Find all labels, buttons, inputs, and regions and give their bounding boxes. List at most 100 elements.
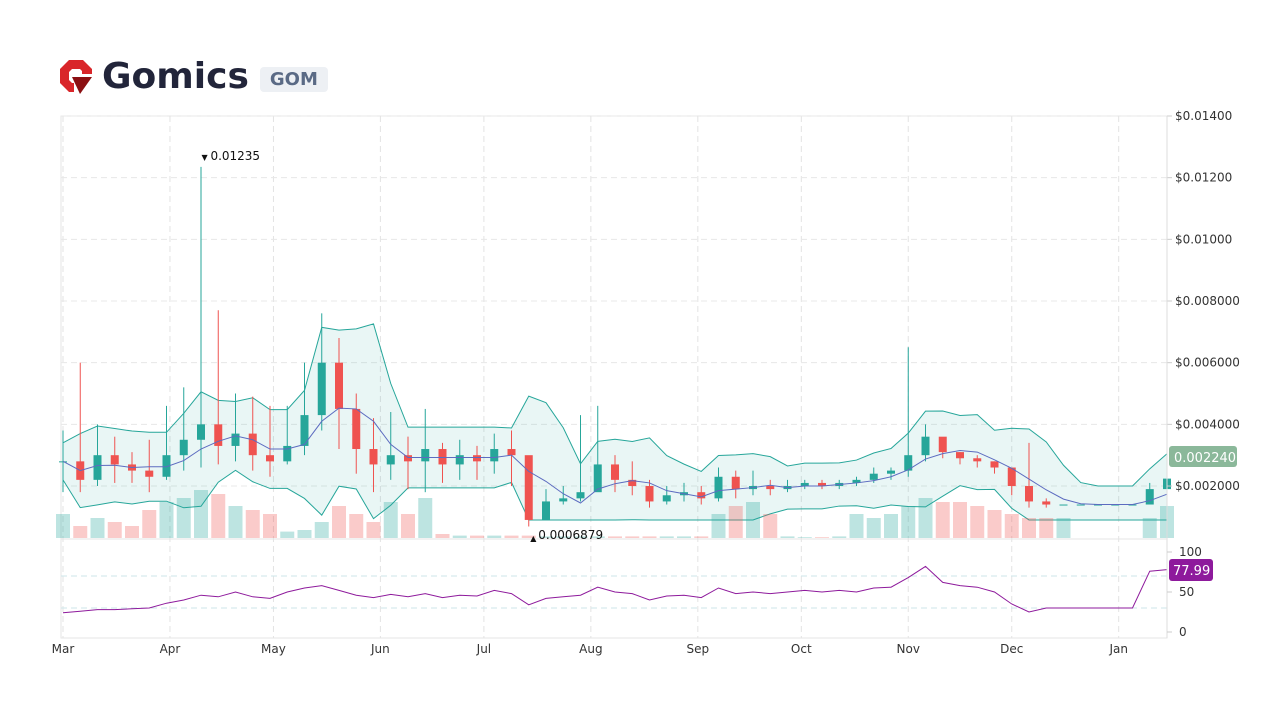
- last-price-label: 0.002240: [1174, 451, 1236, 466]
- volume-bar: [694, 536, 709, 538]
- candle-body: [731, 476, 740, 490]
- rsi-tick-label: 0: [1179, 625, 1187, 639]
- candle-body: [369, 449, 378, 465]
- volume-bar: [659, 536, 674, 538]
- volume-bar: [642, 536, 657, 538]
- volume-bar: [539, 536, 553, 538]
- candle-body: [421, 449, 430, 462]
- candle-body: [352, 408, 361, 450]
- last-rsi-label: 77.99: [1173, 564, 1210, 579]
- volume-bar: [1039, 518, 1054, 538]
- candle-body: [507, 449, 516, 456]
- volume-bar: [625, 536, 640, 538]
- volume-bar: [176, 498, 191, 538]
- volume-bar: [418, 498, 433, 538]
- volume-bar: [470, 535, 484, 538]
- volume-bar: [56, 514, 70, 538]
- volume-bar: [142, 510, 157, 538]
- ticker-badge: GOM: [259, 67, 328, 92]
- volume-bar: [401, 514, 415, 538]
- last-price-tag-background: [1169, 446, 1237, 467]
- max-marker-icon: ▼: [201, 153, 208, 162]
- candle-body: [300, 415, 309, 446]
- volume-bar: [780, 536, 795, 538]
- volume-bar: [556, 536, 571, 538]
- candle-body: [455, 455, 464, 465]
- candle-body: [1025, 486, 1033, 502]
- x-tick-label: Oct: [791, 642, 812, 656]
- volume-bar: [521, 535, 536, 538]
- candle-body: [266, 455, 274, 462]
- volume-bar: [608, 536, 622, 538]
- candle-body: [990, 461, 999, 468]
- candle-body: [386, 455, 395, 465]
- candle-body: [438, 449, 447, 465]
- moving-average: [62, 407, 1168, 506]
- candle-body: [714, 476, 723, 499]
- volume-bar: [263, 514, 277, 538]
- candle-body: [576, 492, 585, 499]
- y-tick-label: $0.01000: [1175, 232, 1232, 246]
- volume-bar: [884, 514, 898, 538]
- volume-bar: [366, 522, 381, 538]
- candle-body: [973, 458, 982, 462]
- band-upper: [62, 323, 1168, 487]
- volume-bar: [194, 490, 208, 538]
- volume-bar: [935, 502, 950, 538]
- x-tick-label: Jul: [476, 642, 491, 656]
- volume-bar: [573, 536, 588, 538]
- volume-bar: [280, 531, 295, 538]
- annotations: 0.01235 0.0006879 ▼ ▲: [201, 149, 603, 543]
- candle-body: [628, 479, 637, 487]
- y-tick-label: $0.008000: [1175, 294, 1240, 308]
- volume-bar: [297, 530, 312, 538]
- volume-bar: [332, 506, 346, 538]
- candle-body: [524, 455, 533, 520]
- volume-bar: [590, 536, 605, 538]
- candle-body: [490, 449, 499, 462]
- candle-body: [904, 455, 913, 471]
- volume-bar: [211, 494, 226, 538]
- volume-bar: [349, 514, 364, 538]
- candle-body: [317, 362, 326, 416]
- volume-bar: [245, 510, 260, 538]
- candle-body: [179, 439, 188, 456]
- volume-bar: [504, 535, 519, 538]
- candle-body: [800, 482, 809, 487]
- volume-bar: [314, 522, 329, 538]
- volume-bar: [452, 535, 467, 538]
- volume-bar: [746, 502, 760, 538]
- candle-body: [852, 479, 861, 483]
- volume-bar: [953, 502, 967, 538]
- volume-bar: [228, 506, 243, 538]
- volume-bar: [125, 526, 139, 538]
- candle-body: [1042, 501, 1051, 505]
- candle-body: [938, 436, 947, 453]
- candle-body: [231, 433, 240, 446]
- volume-bar: [1142, 518, 1157, 538]
- volume-bar: [1056, 518, 1071, 538]
- y-tick-label: $0.006000: [1175, 356, 1240, 370]
- gomics-logo-icon: [60, 59, 92, 94]
- candle-body: [404, 455, 412, 462]
- band-lower: [62, 469, 1167, 521]
- axes: Mar Apr May Jun Jul Aug Sep Oct Nov Dec Jan $0.0140…: [52, 109, 1240, 656]
- volume-bar: [797, 537, 812, 538]
- candle-body: [283, 445, 292, 462]
- last-rsi-tag-background: [1169, 559, 1213, 581]
- volume-bar: [487, 535, 502, 538]
- candle-body: [818, 482, 826, 487]
- y-tick-label: $0.004000: [1175, 417, 1240, 431]
- x-tick-label: Apr: [160, 642, 181, 656]
- x-tick-label: Sep: [686, 642, 709, 656]
- volume-bar: [815, 537, 829, 538]
- volume-bar: [159, 502, 174, 538]
- last-rsi-tag: 77.99: [1169, 559, 1213, 581]
- max-annotation: 0.01235: [210, 149, 260, 163]
- candle-body: [145, 470, 154, 477]
- min-annotation: 0.0006879: [538, 528, 603, 542]
- candle-body: [559, 498, 568, 502]
- rsi-tick-label: 100: [1179, 545, 1202, 559]
- x-tick-label: May: [261, 642, 286, 656]
